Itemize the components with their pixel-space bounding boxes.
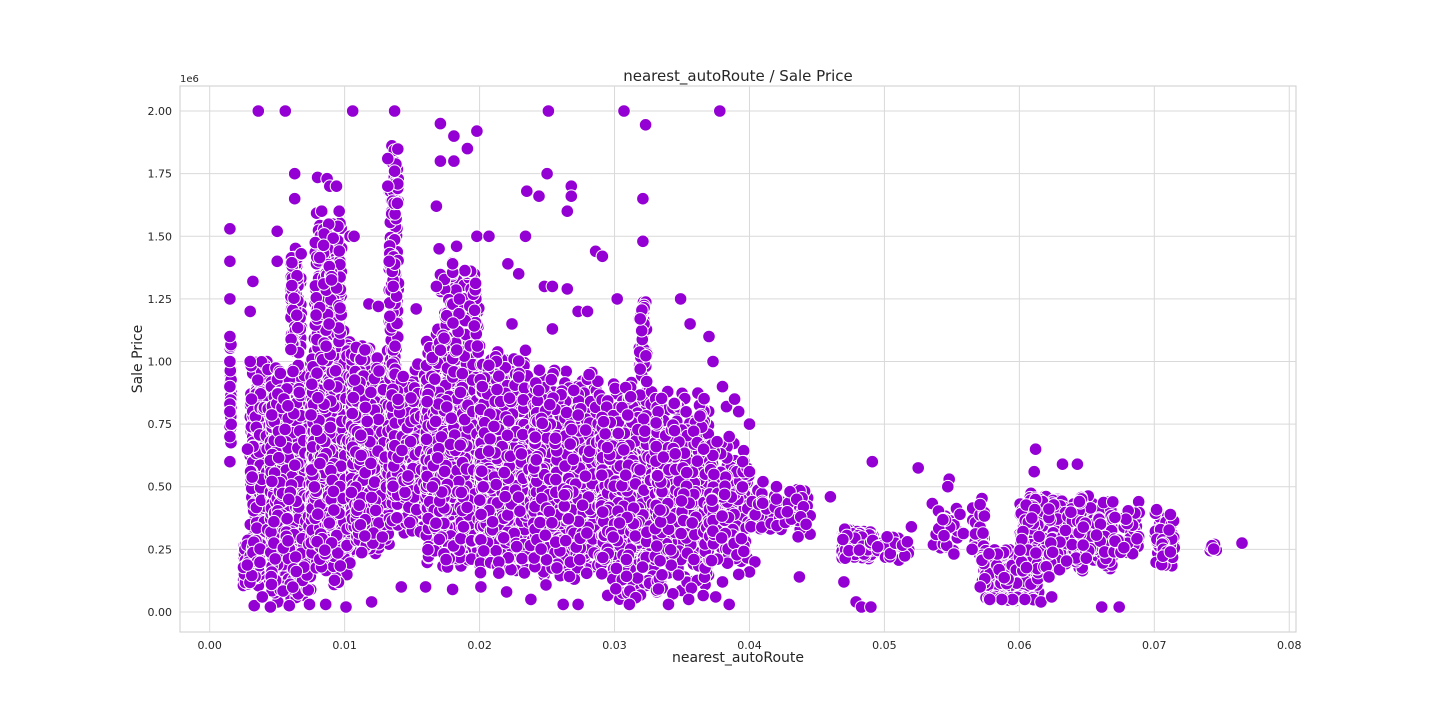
data-point [311,507,325,522]
data-point [398,485,412,500]
data-point [313,456,327,471]
data-point [267,514,281,529]
data-point [281,534,295,548]
data-point [396,369,411,384]
data-point [289,564,304,579]
data-point [271,450,286,465]
data-point [273,434,288,449]
data-point [358,529,372,543]
data-point [316,238,331,253]
data-point [285,255,299,270]
data-point [288,550,303,564]
data-point [253,555,267,570]
data-point [390,511,404,525]
data-point [288,458,302,473]
data-point [346,390,361,405]
data-point [287,291,301,306]
data-point [309,423,324,438]
data-point [371,412,386,427]
data-point [305,377,319,392]
data-point [250,373,265,387]
data-point [332,244,347,258]
data-point [368,503,383,518]
data-point [358,343,372,357]
data-point [304,408,318,422]
data-point [327,573,342,588]
data-point [265,474,279,489]
data-point [391,142,405,156]
data-point [309,308,323,322]
data-point [390,196,405,211]
data-point [268,552,283,566]
data-point [286,580,300,594]
data-point [326,484,341,499]
data-point [224,417,238,432]
data-point [404,391,418,405]
data-point [285,278,299,293]
data-point [403,515,417,530]
data-point [383,309,397,324]
data-point [307,480,322,494]
data-point [280,511,294,526]
data-point [281,399,295,413]
data-point [333,559,348,573]
data-point [312,250,327,265]
data-point [265,408,279,422]
data-point [344,485,359,500]
data-point [322,317,336,331]
data-point [372,364,386,378]
data-point [319,339,333,354]
data-point [311,390,325,405]
data-point [286,364,300,379]
data-point [358,400,373,415]
data-point [367,475,382,489]
data-point [345,406,360,421]
data-point [273,366,288,381]
data-point [264,577,279,592]
data-point [282,492,296,507]
data-point [240,558,255,572]
data-point [364,385,378,400]
data-point [391,392,405,407]
data-point [328,364,343,378]
data-point [284,342,298,357]
data-point [318,543,332,558]
data-point [352,498,367,513]
data-point [354,545,369,560]
data-point [278,422,292,437]
data-point [354,448,368,463]
data-point [388,339,402,354]
data-point [290,320,305,335]
data-point [327,503,341,517]
data-point [333,301,347,315]
data-point [322,516,337,530]
data-point [292,385,307,400]
data-point [322,378,336,392]
data-points [223,104,1249,614]
data-point [323,420,338,435]
data-point [347,373,362,387]
data-point [290,308,304,323]
data-point [360,414,375,429]
data-point [395,443,409,458]
data-point [401,469,415,483]
data-point [324,273,339,287]
data-point [354,428,368,443]
data-point [375,530,390,544]
data-point [364,490,379,505]
data-point [245,470,259,484]
